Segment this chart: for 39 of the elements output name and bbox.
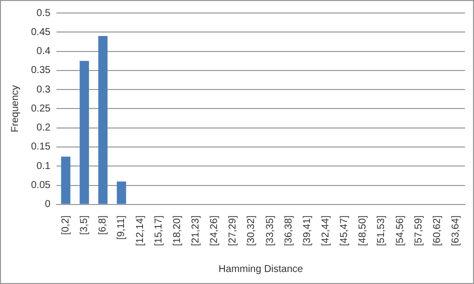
x-tick-label: [33,35] bbox=[264, 215, 276, 246]
x-tick-label: [57,59] bbox=[413, 215, 424, 246]
y-axis-title: Frequency bbox=[10, 85, 21, 132]
x-tick-label: [18,20] bbox=[172, 215, 183, 246]
y-tick-label: 0 bbox=[44, 199, 51, 210]
x-axis-title: Hamming Distance bbox=[218, 264, 304, 275]
x-tick-label: [6,8] bbox=[98, 215, 109, 235]
y-tick-label: 0.4 bbox=[36, 46, 51, 58]
y-tick-label: 0.05 bbox=[30, 180, 51, 192]
x-tick-label: [27,29] bbox=[228, 215, 239, 246]
x-tick-label: [39,41] bbox=[302, 215, 313, 246]
y-tick-label: 0.5 bbox=[36, 8, 51, 19]
x-tick-label: [21,23] bbox=[190, 215, 202, 246]
bar bbox=[61, 156, 70, 204]
y-tick-label: 0.1 bbox=[36, 160, 51, 172]
x-tick-label: [45,47] bbox=[339, 215, 350, 246]
x-tick-label: [51,53] bbox=[376, 215, 388, 246]
y-tick-label: 0.25 bbox=[30, 103, 51, 114]
y-tick-label: 0.3 bbox=[36, 84, 51, 96]
x-tick-label: [42,44] bbox=[320, 215, 332, 246]
x-tick-label: [63,64] bbox=[450, 215, 462, 246]
y-tick-label: 0.2 bbox=[36, 122, 51, 134]
bar bbox=[80, 60, 89, 204]
x-tick-label: [30,32] bbox=[246, 215, 258, 246]
bar bbox=[98, 36, 108, 204]
x-tick-label: [12,14] bbox=[134, 215, 146, 246]
x-tick-label: [24,26] bbox=[209, 215, 220, 246]
x-tick-label: [36,38] bbox=[283, 215, 294, 246]
y-tick-label: 0.35 bbox=[30, 65, 51, 76]
x-tick-label: [9,11] bbox=[116, 215, 128, 240]
y-tick-label: 0.15 bbox=[30, 142, 51, 153]
x-tick-label: [15,17] bbox=[153, 215, 164, 246]
y-tick-label: 0.45 bbox=[30, 26, 51, 38]
bar bbox=[116, 181, 126, 204]
x-tick-label: [3,5] bbox=[79, 215, 90, 235]
x-tick-label: [54,56] bbox=[394, 215, 406, 246]
x-tick-label: [60,62] bbox=[432, 215, 443, 246]
x-tick-label: [48,50] bbox=[358, 215, 369, 246]
x-tick-label: [0,2] bbox=[60, 215, 72, 235]
